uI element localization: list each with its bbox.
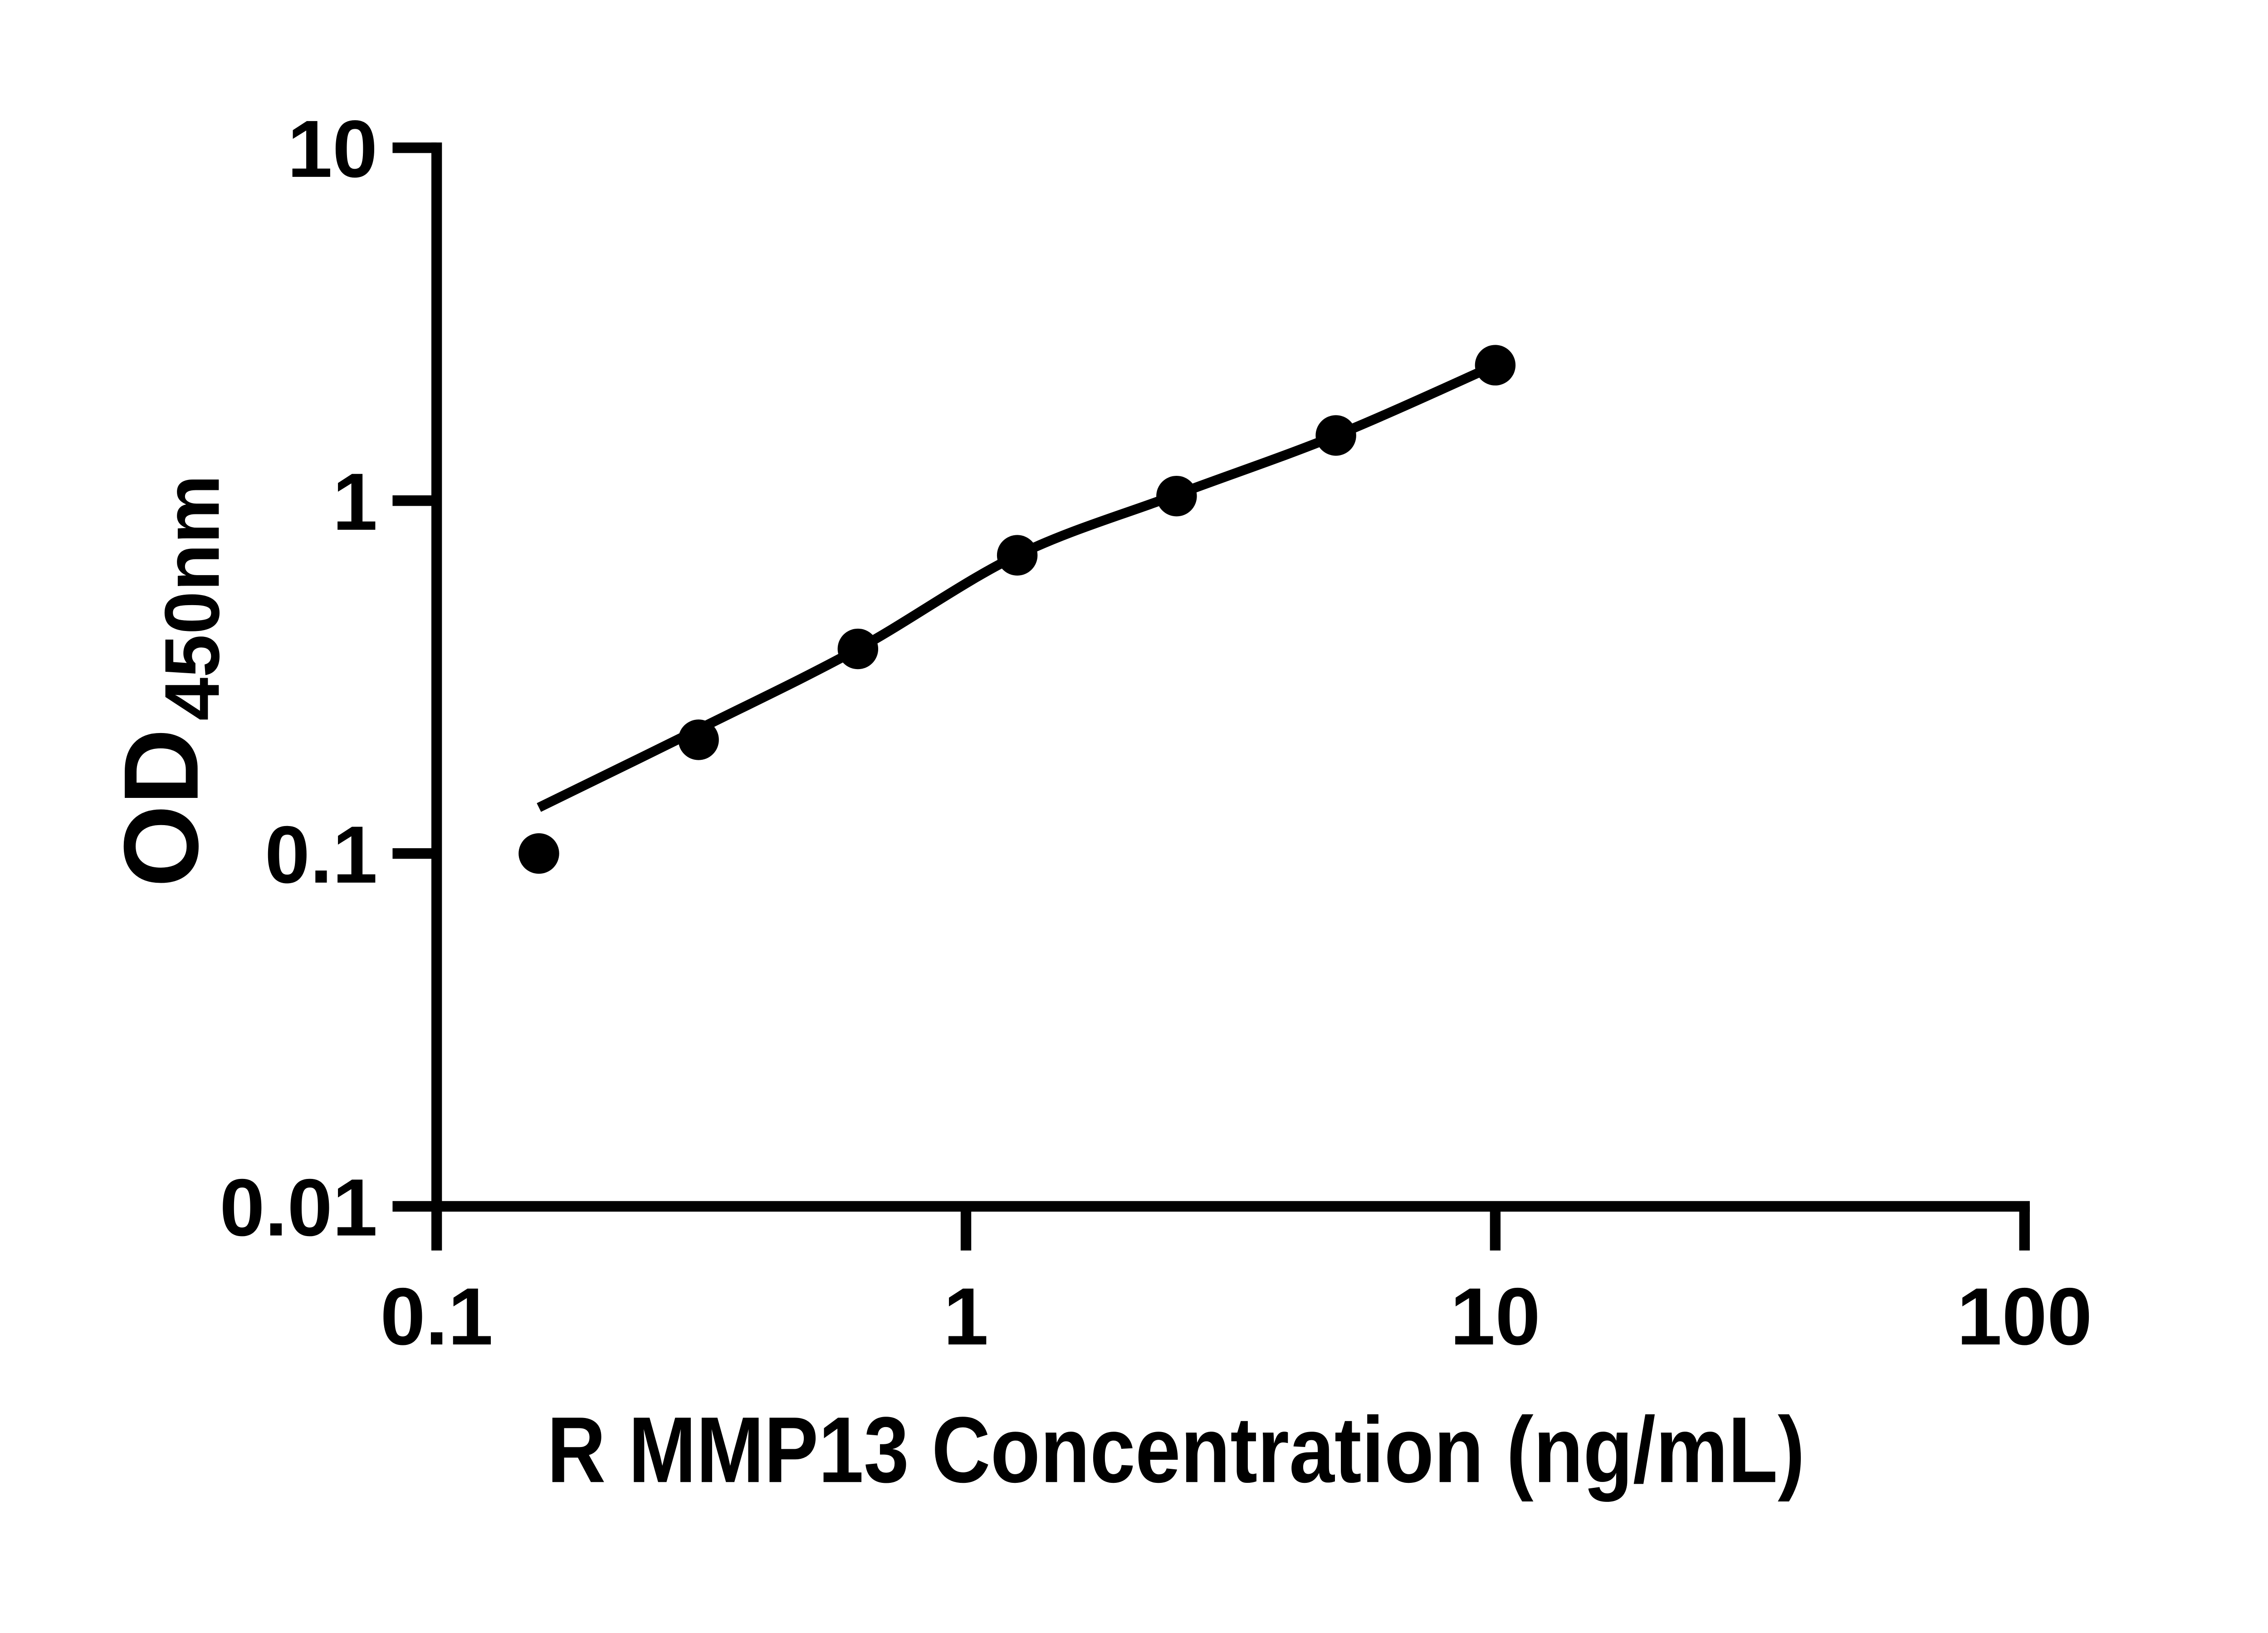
y-axis-title-subscript: 450nm xyxy=(149,475,235,721)
data-point xyxy=(1475,345,1516,386)
y-axis-tick-label: 0.01 xyxy=(220,1162,377,1253)
x-axis-tick-label: 1 xyxy=(943,1271,989,1362)
data-point xyxy=(1315,415,1356,456)
data-point xyxy=(837,628,879,670)
data-point xyxy=(997,535,1038,576)
data-points-group xyxy=(518,345,1516,874)
y-axis-ticks: 0.01 0.1 1 10 xyxy=(220,103,437,1253)
y-axis-title-main: OD xyxy=(103,728,220,887)
x-axis-title: R MMP13 Concentration (ng/mL) xyxy=(547,1397,1805,1502)
y-axis-title: OD 450nm xyxy=(103,475,236,888)
x-axis-tick-label: 100 xyxy=(1957,1271,2092,1362)
axes xyxy=(431,142,2030,1212)
elisa-standard-curve-figure: 0.01 0.1 1 10 0.1 1 10 100 R MMP13 Concentrati… xyxy=(102,103,2092,1502)
y-axis-tick-label: 10 xyxy=(287,103,377,194)
y-axis-tick-label: 1 xyxy=(332,456,377,547)
x-axis-tick-label: 10 xyxy=(1450,1271,1540,1362)
data-point xyxy=(678,719,719,760)
y-axis-tick-label: 0.1 xyxy=(265,809,378,900)
data-point xyxy=(1156,475,1197,517)
x-axis-tick-label: 0.1 xyxy=(380,1271,493,1362)
x-axis-ticks: 0.1 1 10 100 xyxy=(380,1206,2092,1362)
data-point xyxy=(518,833,559,874)
